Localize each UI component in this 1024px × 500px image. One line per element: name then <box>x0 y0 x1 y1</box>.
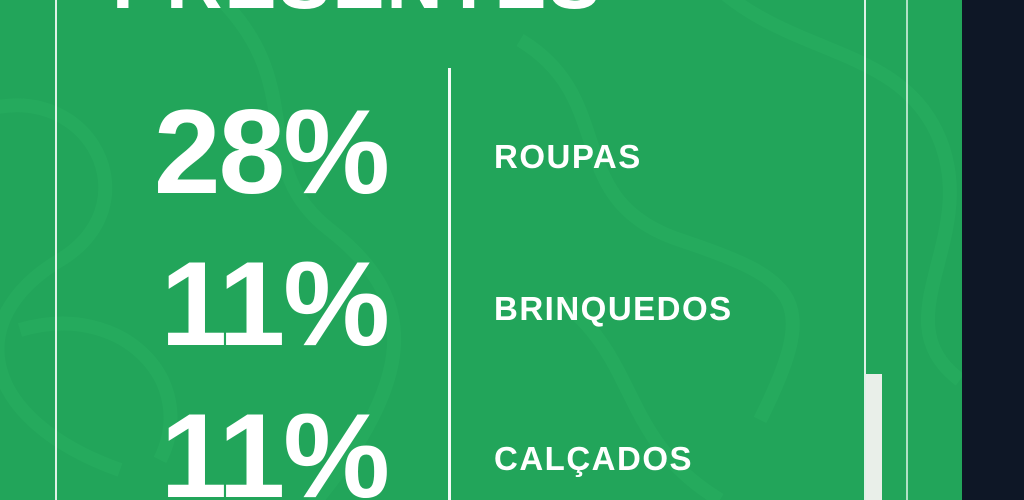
stat-percent-roupas: 28% <box>153 85 390 219</box>
stat-percent-calcados: 11% <box>160 389 390 500</box>
frame-line-outer <box>906 0 908 500</box>
stat-label-calcados: CALÇADOS <box>494 440 693 477</box>
stat-label-brinquedos: BRINQUEDOS <box>494 290 733 327</box>
green-panel <box>0 0 962 500</box>
stat-percent-brinquedos: 11% <box>160 237 390 371</box>
vertical-divider <box>448 68 451 500</box>
frame-line-left <box>55 0 57 500</box>
side-dark-strip <box>962 0 1024 500</box>
stat-label-roupas: ROUPAS <box>494 138 642 175</box>
scrollbar-thumb[interactable] <box>866 374 882 500</box>
swirl-pattern <box>0 0 962 500</box>
page-title: PRESENTES <box>112 0 602 20</box>
frame-line-right <box>864 0 866 500</box>
